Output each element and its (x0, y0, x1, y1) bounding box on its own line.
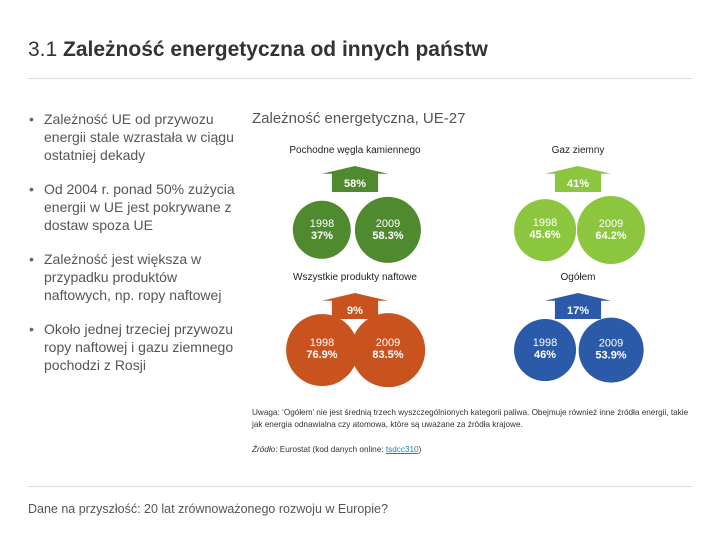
bubble-year: 1998 (532, 217, 558, 230)
bullet-list: Zależność UE od przywozu energii stale w… (28, 110, 243, 390)
value-bubble: 1998 46% (514, 319, 576, 381)
bubble-year: 1998 (532, 337, 558, 350)
change-arrow: 17% (545, 293, 611, 319)
title-divider (28, 78, 692, 79)
title-main: Zależność energetyczna od innych państw (63, 38, 488, 61)
source-end: ) (418, 445, 422, 454)
bubble-year: 2009 (598, 337, 624, 350)
chart-group-label: Pochodne węgla kamiennego (289, 145, 421, 156)
bullet-item: Zależność jest większa w przypadku produ… (28, 250, 243, 304)
chart-group-label: Ogółem (560, 272, 596, 283)
bubble-year: 1998 (309, 337, 335, 350)
value-bubble: 2009 58.3% (354, 196, 422, 264)
bubble-year: 2009 (375, 217, 401, 230)
page-title: 3.1 Zależność energetyczna od innych pań… (28, 38, 488, 62)
change-label: 9% (347, 305, 363, 317)
value-bubble: 2009 83.5% (351, 313, 425, 387)
chart-title: Zależność energetyczna, UE-27 (252, 110, 466, 127)
change-label: 17% (566, 305, 590, 317)
source-text: : Eurostat (kod danych online: (275, 445, 386, 454)
title-prefix: 3.1 (28, 38, 64, 61)
value-bubble: 1998 37% (292, 200, 352, 260)
footer-divider (28, 486, 692, 487)
chart-group-label: Wszystkie produkty naftowe (293, 272, 417, 283)
change-arrow: 58% (322, 166, 388, 192)
bubble-value: 37% (310, 229, 334, 242)
bubble-year: 2009 (598, 217, 624, 230)
value-bubble: 1998 45.6% (514, 199, 576, 261)
bubble-value: 83.5% (372, 349, 404, 362)
change-arrow: 41% (545, 166, 611, 192)
change-label: 41% (566, 178, 590, 190)
bubble-value: 53.9% (595, 349, 627, 362)
bubble-value: 45.6% (529, 229, 561, 242)
change-label: 58% (343, 178, 367, 190)
bullet-item: Zależność UE od przywozu energii stale w… (28, 110, 243, 164)
bubble-value: 76.9% (306, 349, 338, 362)
source-line: Źródło: Eurostat (kod danych online: tsd… (252, 445, 421, 454)
bubble-value: 46% (533, 349, 557, 362)
source-link[interactable]: tsdcc310 (385, 445, 419, 454)
value-bubble: 2009 53.9% (578, 317, 644, 383)
footer-text: Dane na przyszłość: 20 lat zrównoważoneg… (28, 502, 388, 516)
chart-note: Uwaga: ‘Ogółem’ nie jest średnią trzech … (252, 408, 689, 429)
source-label: Źródło (252, 445, 276, 454)
value-bubble: 1998 76.9% (286, 314, 358, 386)
bullet-item: Od 2004 r. ponad 50% zużycia energii w U… (28, 180, 243, 234)
bubble-year: 2009 (375, 337, 401, 350)
bullet-item: Około jednej trzeciej przywozu ropy naft… (28, 320, 243, 374)
bubble-year: 1998 (309, 217, 335, 230)
value-bubble: 2009 64.2% (576, 195, 646, 265)
bubble-value: 64.2% (595, 229, 627, 242)
bubble-value: 58.3% (372, 229, 404, 242)
chart-group-label: Gaz ziemny (551, 145, 605, 156)
